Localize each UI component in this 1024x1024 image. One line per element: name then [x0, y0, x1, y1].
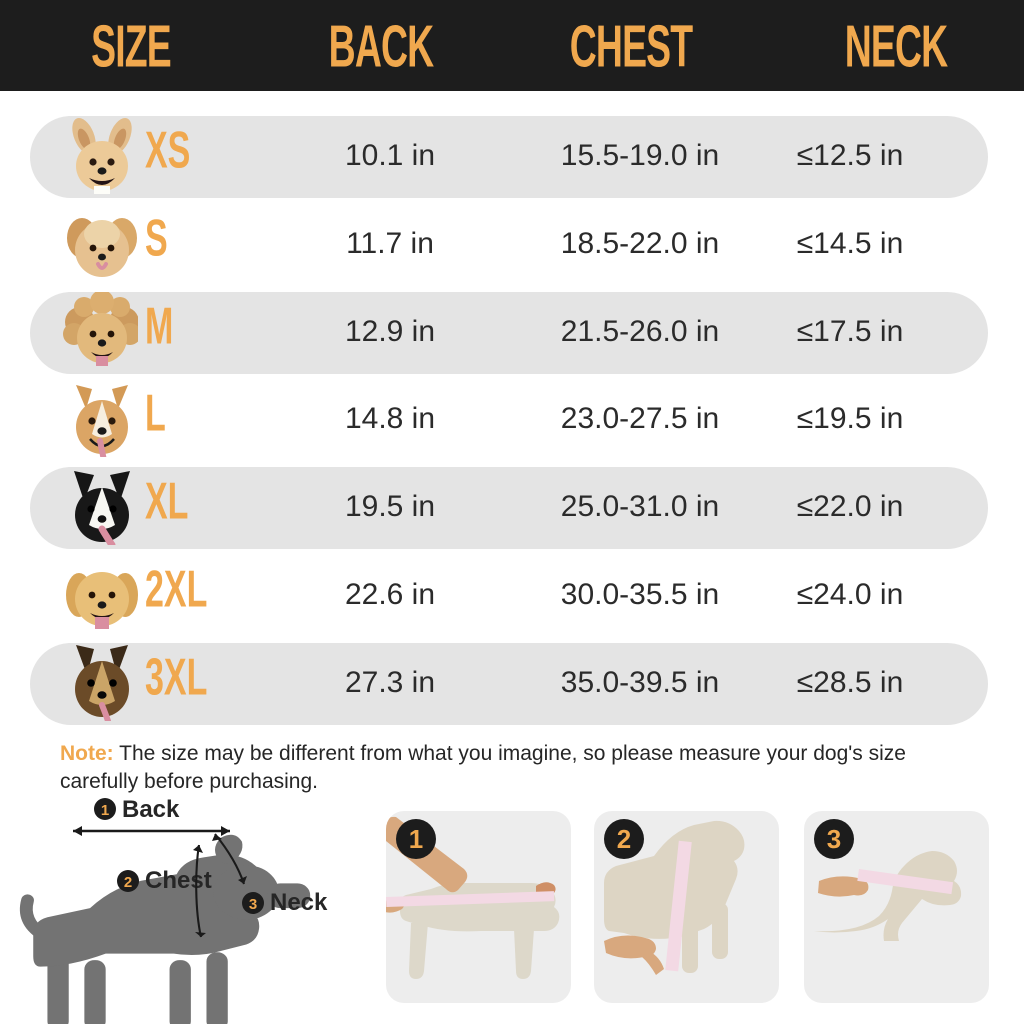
svg-text:Neck: Neck — [270, 889, 328, 916]
svg-text:1: 1 — [101, 802, 109, 819]
svg-text:2: 2 — [617, 824, 631, 854]
svg-text:Back: Back — [122, 796, 180, 823]
svg-text:1: 1 — [409, 824, 423, 854]
svg-text:2: 2 — [124, 874, 132, 891]
svg-text:3: 3 — [827, 824, 841, 854]
svg-text:Chest: Chest — [145, 867, 212, 894]
svg-text:3: 3 — [249, 896, 257, 913]
